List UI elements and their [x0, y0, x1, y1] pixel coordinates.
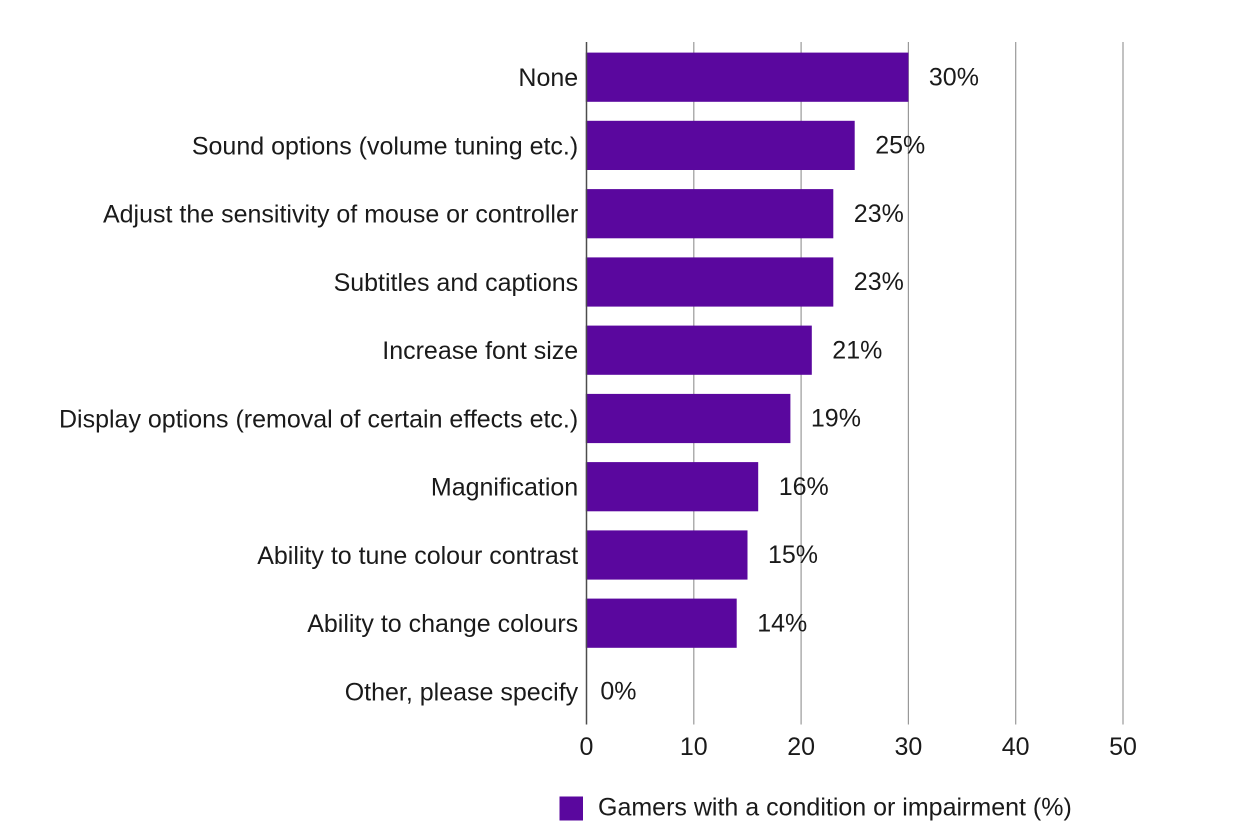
- svg-text:19%: 19%: [811, 405, 861, 433]
- svg-text:20: 20: [787, 733, 815, 761]
- svg-text:30%: 30%: [929, 63, 979, 91]
- svg-text:Ability to tune colour contras: Ability to tune colour contrast: [257, 542, 578, 570]
- svg-text:Increase font size: Increase font size: [382, 337, 578, 365]
- svg-text:40: 40: [1002, 733, 1030, 761]
- svg-text:16%: 16%: [779, 473, 829, 501]
- svg-text:10: 10: [680, 733, 708, 761]
- svg-text:30: 30: [894, 733, 922, 761]
- svg-text:0%: 0%: [600, 678, 636, 706]
- svg-text:Magnification: Magnification: [431, 474, 578, 502]
- svg-text:25%: 25%: [875, 132, 925, 160]
- svg-text:0: 0: [580, 733, 594, 761]
- svg-text:Other, please specify: Other, please specify: [345, 679, 579, 707]
- svg-text:21%: 21%: [832, 336, 882, 364]
- svg-text:Gamers with a condition or imp: Gamers with a condition or impairment (%…: [598, 794, 1072, 822]
- svg-text:14%: 14%: [757, 609, 807, 637]
- svg-text:15%: 15%: [768, 541, 818, 569]
- svg-text:Ability to change colours: Ability to change colours: [307, 610, 578, 638]
- svg-text:23%: 23%: [854, 200, 904, 228]
- svg-text:Sound options (volume tuning e: Sound options (volume tuning etc.): [192, 132, 578, 160]
- svg-text:Adjust the sensitivity of mous: Adjust the sensitivity of mouse or contr…: [103, 201, 578, 229]
- svg-text:Subtitles and captions: Subtitles and captions: [334, 269, 579, 297]
- svg-text:23%: 23%: [854, 268, 904, 296]
- svg-text:None: None: [518, 64, 578, 92]
- svg-text:Display options (removal of ce: Display options (removal of certain effe…: [59, 406, 578, 434]
- svg-text:50: 50: [1109, 733, 1137, 761]
